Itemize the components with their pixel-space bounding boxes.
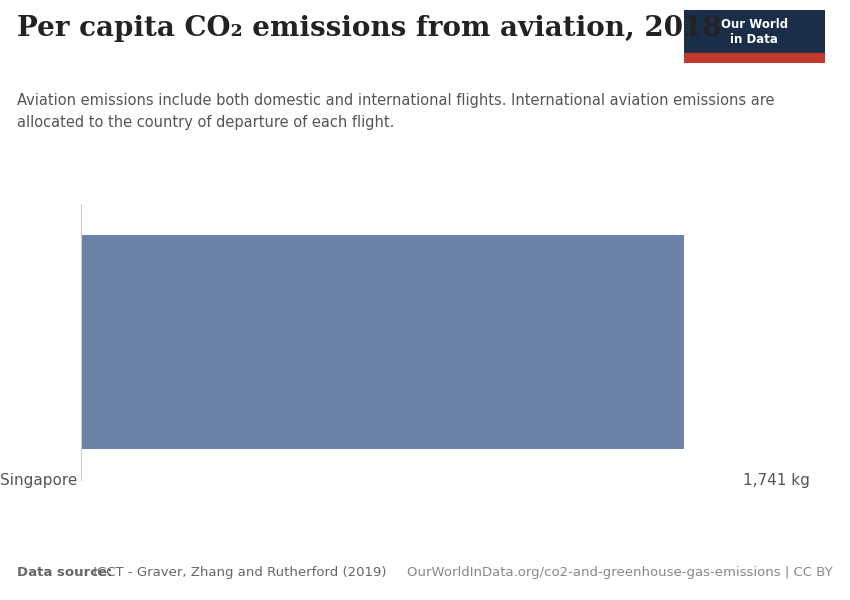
Text: Aviation emissions include both domestic and international flights. Internationa: Aviation emissions include both domestic… — [17, 93, 774, 130]
Text: Data source:: Data source: — [17, 566, 112, 579]
Text: 1,741 kg: 1,741 kg — [743, 473, 810, 487]
Text: Singapore: Singapore — [0, 473, 77, 487]
Text: OurWorldInData.org/co2-and-greenhouse-gas-emissions | CC BY: OurWorldInData.org/co2-and-greenhouse-ga… — [407, 566, 833, 579]
Text: Per capita CO₂ emissions from aviation, 2018: Per capita CO₂ emissions from aviation, … — [17, 15, 722, 42]
Text: in Data: in Data — [730, 33, 779, 46]
Text: Our World: Our World — [721, 19, 788, 31]
Bar — [81, 235, 684, 449]
Bar — [684, 53, 824, 63]
Text: ICCT - Graver, Zhang and Rutherford (2019): ICCT - Graver, Zhang and Rutherford (201… — [89, 566, 387, 579]
Bar — [684, 10, 824, 55]
